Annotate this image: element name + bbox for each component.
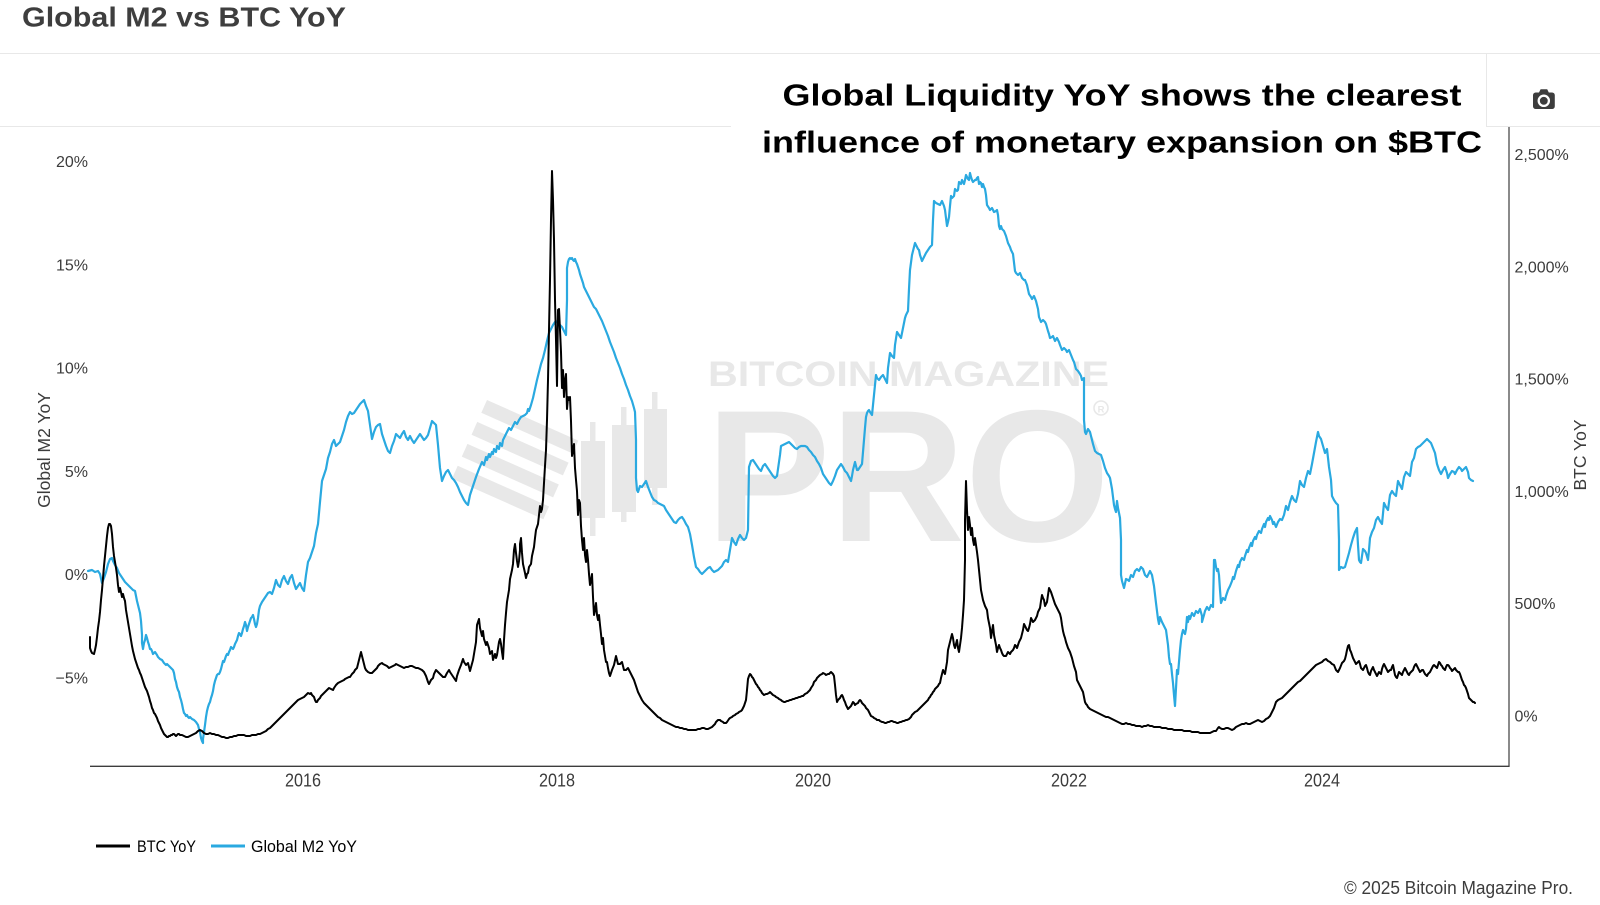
svg-text:BTC YoY: BTC YoY xyxy=(1570,419,1590,490)
svg-text:R: R xyxy=(1098,405,1105,416)
svg-text:1,500%: 1,500% xyxy=(1515,372,1569,389)
svg-text:2024: 2024 xyxy=(1304,771,1340,791)
svg-text:10%: 10% xyxy=(56,361,88,378)
svg-text:Global M2 YoY: Global M2 YoY xyxy=(251,838,357,856)
svg-text:2018: 2018 xyxy=(539,771,575,791)
svg-text:5%: 5% xyxy=(65,464,88,481)
svg-text:Global M2 YoY: Global M2 YoY xyxy=(34,392,54,508)
svg-text:2022: 2022 xyxy=(1051,771,1087,791)
svg-text:Global Liquidity YoY shows the: Global Liquidity YoY shows the clearest xyxy=(783,78,1462,113)
svg-text:500%: 500% xyxy=(1515,596,1556,613)
svg-text:−5%: −5% xyxy=(56,671,88,688)
svg-text:PRO: PRO xyxy=(706,371,1110,581)
svg-text:0%: 0% xyxy=(65,567,88,584)
svg-text:© 2025 Bitcoin Magazine Pro.: © 2025 Bitcoin Magazine Pro. xyxy=(1344,878,1573,898)
svg-text:1,000%: 1,000% xyxy=(1515,484,1569,501)
svg-text:2,000%: 2,000% xyxy=(1515,260,1569,277)
svg-text:BITCOIN MAGAZINE: BITCOIN MAGAZINE xyxy=(708,354,1109,394)
svg-text:20%: 20% xyxy=(56,154,88,171)
svg-text:15%: 15% xyxy=(56,257,88,274)
svg-text:Global M2 vs BTC YoY: Global M2 vs BTC YoY xyxy=(22,2,346,33)
svg-text:influence of monetary expansio: influence of monetary expansion on $BTC xyxy=(762,125,1482,160)
svg-text:2016: 2016 xyxy=(285,771,321,791)
svg-text:2,500%: 2,500% xyxy=(1515,147,1569,164)
svg-text:BTC YoY: BTC YoY xyxy=(137,838,196,856)
svg-text:2020: 2020 xyxy=(795,771,831,791)
svg-text:0%: 0% xyxy=(1515,709,1538,726)
